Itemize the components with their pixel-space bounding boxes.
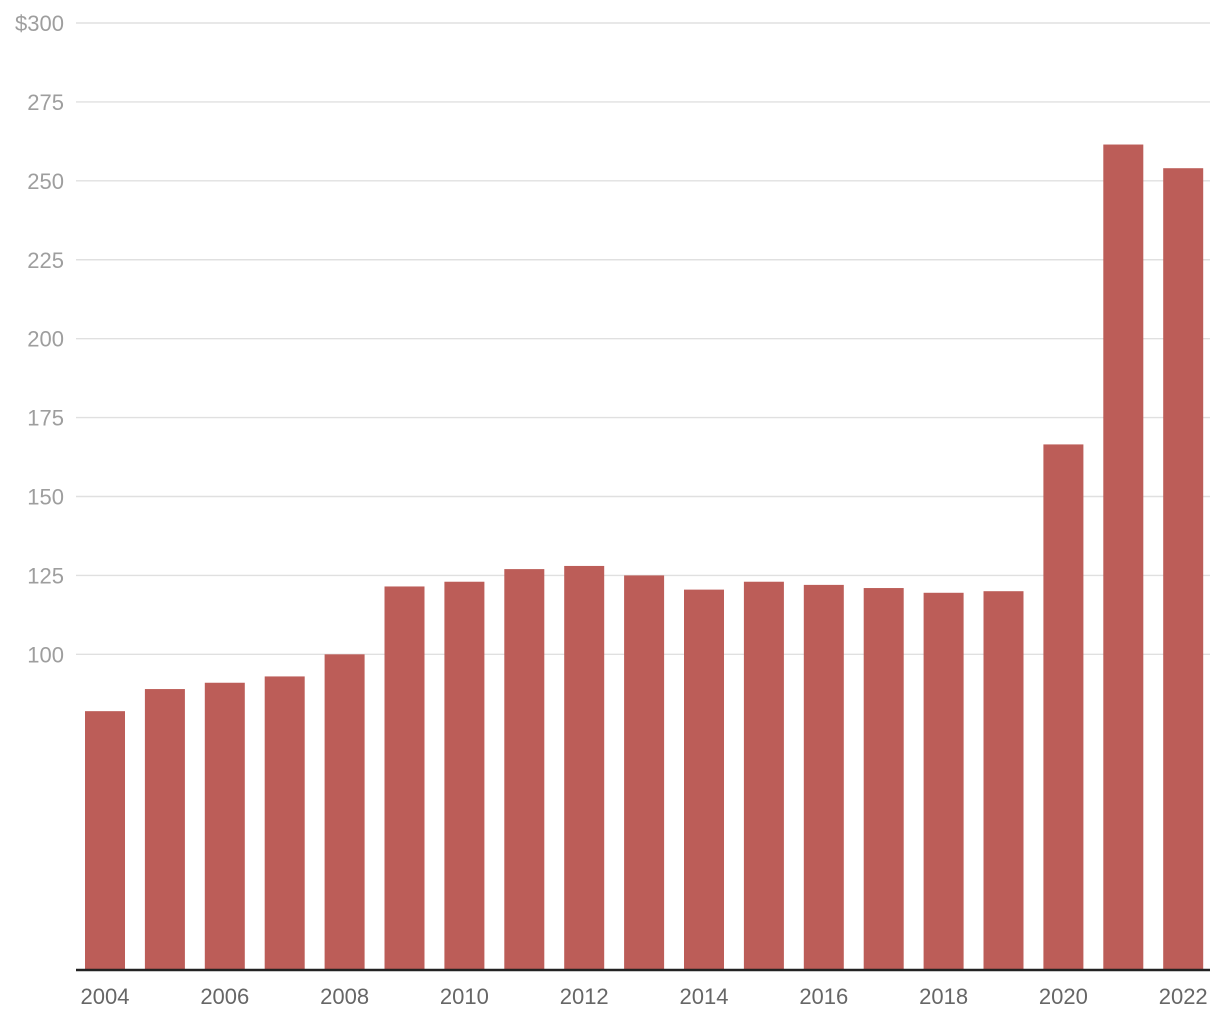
gridlines xyxy=(76,22,1210,656)
bar-2004 xyxy=(85,711,125,970)
x-axis-labels: 2004 2006 2008 2010 2012 2014 2016 2018 2020 2022 xyxy=(81,984,1208,1009)
x-tick-label: 2022 xyxy=(1159,984,1208,1009)
y-tick-label: 150 xyxy=(27,485,64,510)
y-tick-label: 100 xyxy=(27,642,64,667)
bar-2021 xyxy=(1103,144,1144,970)
y-tick-label: 175 xyxy=(27,406,64,431)
bars xyxy=(85,144,1204,970)
y-tick-label: 125 xyxy=(27,563,64,588)
bar-2012 xyxy=(564,565,605,970)
x-tick-label: 2006 xyxy=(200,984,249,1009)
bar-2005 xyxy=(144,689,185,970)
y-tick-label: 250 xyxy=(27,169,64,194)
bar-2013 xyxy=(624,575,665,970)
x-tick-label: 2012 xyxy=(560,984,609,1009)
bar-2014 xyxy=(684,589,724,970)
bar-2008 xyxy=(324,654,365,970)
bar-2006 xyxy=(204,682,245,970)
x-tick-label: 2010 xyxy=(440,984,489,1009)
x-tick-label: 2004 xyxy=(81,984,130,1009)
y-tick-label: 200 xyxy=(27,327,64,352)
x-tick-label: 2014 xyxy=(680,984,729,1009)
y-tick-label: 225 xyxy=(27,248,64,273)
y-tick-label: $300 xyxy=(15,11,64,36)
bar-2020 xyxy=(1043,444,1084,970)
bar-2018 xyxy=(923,592,964,970)
y-tick-label: 275 xyxy=(27,90,64,115)
bar-2016 xyxy=(803,584,844,970)
bar-2011 xyxy=(504,569,545,970)
bar-2009 xyxy=(384,586,425,970)
y-axis-labels: 100 125 150 175 200 225 250 275 $300 xyxy=(15,11,64,667)
x-tick-label: 2018 xyxy=(919,984,968,1009)
bar-2019 xyxy=(983,591,1024,970)
bar-2022 xyxy=(1163,168,1204,970)
x-tick-label: 2016 xyxy=(799,984,848,1009)
x-tick-label: 2008 xyxy=(320,984,369,1009)
bar-2015 xyxy=(743,581,784,970)
bar-2007 xyxy=(264,676,305,970)
bar-2010 xyxy=(444,581,485,970)
bar-2017 xyxy=(863,588,904,970)
x-tick-label: 2020 xyxy=(1039,984,1088,1009)
